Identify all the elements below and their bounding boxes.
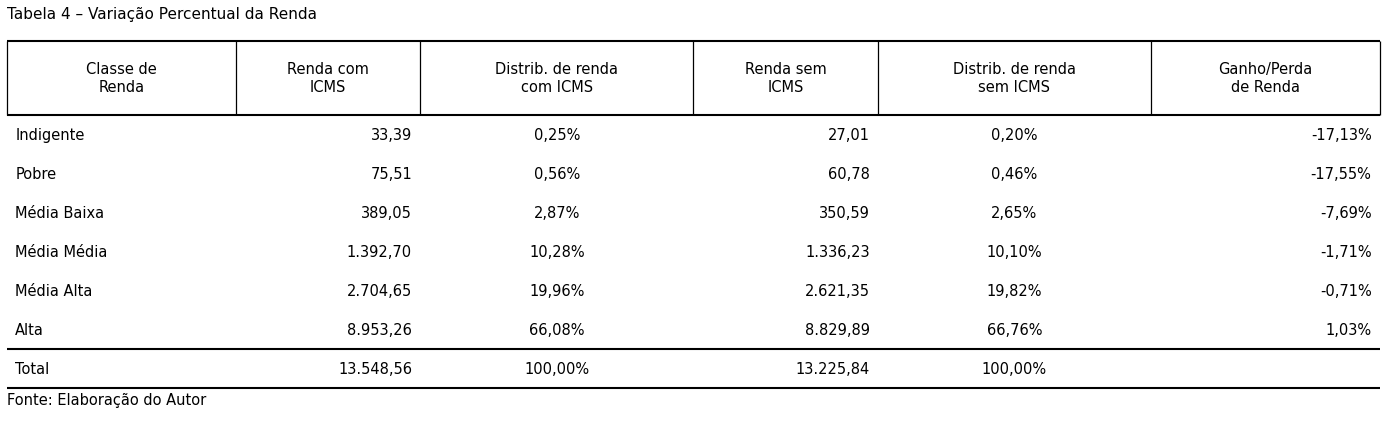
Text: Média Alta: Média Alta <box>15 283 93 298</box>
Text: 19,96%: 19,96% <box>529 283 584 298</box>
Text: 389,05: 389,05 <box>361 205 412 220</box>
Text: 0,25%: 0,25% <box>534 128 580 142</box>
Text: -17,13%: -17,13% <box>1311 128 1372 142</box>
Text: 2,65%: 2,65% <box>991 205 1038 220</box>
Text: 10,28%: 10,28% <box>529 244 584 259</box>
Text: Indigente: Indigente <box>15 128 84 142</box>
Text: Média Média: Média Média <box>15 244 108 259</box>
Text: 2.704,65: 2.704,65 <box>347 283 412 298</box>
Text: Fonte: Elaboração do Autor: Fonte: Elaboração do Autor <box>7 392 206 407</box>
Text: 27,01: 27,01 <box>828 128 869 142</box>
Text: -7,69%: -7,69% <box>1320 205 1372 220</box>
Text: 350,59: 350,59 <box>819 205 869 220</box>
Text: 8.953,26: 8.953,26 <box>347 322 412 337</box>
Text: 75,51: 75,51 <box>371 166 412 181</box>
Text: Total: Total <box>15 361 50 376</box>
Text: -1,71%: -1,71% <box>1320 244 1372 259</box>
Text: 0,56%: 0,56% <box>534 166 580 181</box>
Text: 0,20%: 0,20% <box>991 128 1038 142</box>
Text: 33,39: 33,39 <box>371 128 412 142</box>
Text: 10,10%: 10,10% <box>987 244 1042 259</box>
Text: Alta: Alta <box>15 322 44 337</box>
Text: -17,55%: -17,55% <box>1311 166 1372 181</box>
Text: 1.392,70: 1.392,70 <box>347 244 412 259</box>
Text: Renda com
ICMS: Renda com ICMS <box>286 62 370 95</box>
Text: 13.548,56: 13.548,56 <box>338 361 412 376</box>
Text: Tabela 4 – Variação Percentual da Renda: Tabela 4 – Variação Percentual da Renda <box>7 7 317 21</box>
Text: 100,00%: 100,00% <box>981 361 1048 376</box>
Text: 60,78: 60,78 <box>828 166 869 181</box>
Text: -0,71%: -0,71% <box>1320 283 1372 298</box>
Text: Classe de
Renda: Classe de Renda <box>86 62 156 95</box>
Text: 0,46%: 0,46% <box>991 166 1038 181</box>
Text: Renda sem
ICMS: Renda sem ICMS <box>745 62 826 95</box>
Text: Ganho/Perda
de Renda: Ganho/Perda de Renda <box>1218 62 1312 95</box>
Text: 2.621,35: 2.621,35 <box>804 283 869 298</box>
Text: 1.336,23: 1.336,23 <box>805 244 869 259</box>
Text: 2,87%: 2,87% <box>534 205 580 220</box>
Text: Distrib. de renda
com ICMS: Distrib. de renda com ICMS <box>495 62 619 95</box>
Text: Média Baixa: Média Baixa <box>15 205 104 220</box>
Text: 66,76%: 66,76% <box>987 322 1042 337</box>
Text: Pobre: Pobre <box>15 166 57 181</box>
Text: 19,82%: 19,82% <box>987 283 1042 298</box>
Text: Distrib. de renda
sem ICMS: Distrib. de renda sem ICMS <box>954 62 1075 95</box>
Text: 66,08%: 66,08% <box>529 322 584 337</box>
Text: 1,03%: 1,03% <box>1326 322 1372 337</box>
Text: 13.225,84: 13.225,84 <box>796 361 869 376</box>
Text: 100,00%: 100,00% <box>525 361 590 376</box>
Text: 8.829,89: 8.829,89 <box>804 322 869 337</box>
